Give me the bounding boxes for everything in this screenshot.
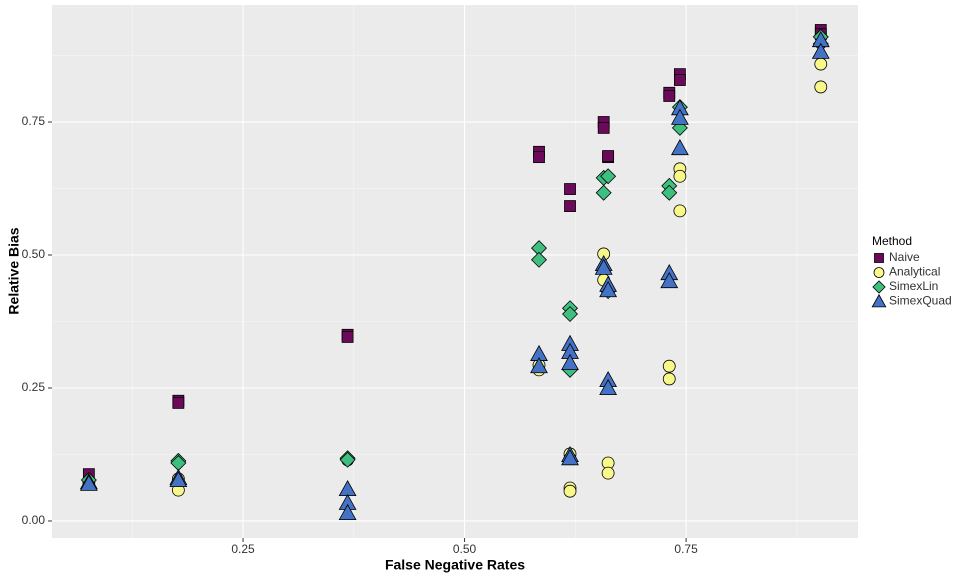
y-tick-label: 0.25: [22, 380, 46, 394]
point: [663, 90, 676, 102]
point: [561, 353, 579, 370]
point: [562, 306, 579, 323]
point: [530, 357, 548, 374]
point: [564, 183, 576, 195]
legend-label: SimexQuad: [889, 294, 952, 308]
point: [79, 474, 98, 491]
point: [172, 396, 185, 409]
marks: [79, 24, 830, 520]
point: [594, 258, 613, 275]
plot-panel: [52, 5, 858, 538]
legend-label: SimexLin: [889, 279, 938, 293]
point: [662, 372, 676, 386]
point: [531, 251, 547, 268]
legend-title: Method: [872, 234, 912, 248]
point: [563, 484, 577, 498]
point: [341, 331, 354, 343]
x-tick-label: 0.75: [674, 542, 698, 556]
y-tick-label: 0.50: [22, 247, 46, 261]
legend-key: [872, 280, 886, 294]
legend-key: [871, 293, 887, 308]
x-tick-label: 0.25: [231, 542, 255, 556]
point: [597, 121, 610, 134]
x-tick-label: 0.50: [453, 542, 477, 556]
point: [660, 272, 679, 289]
point: [339, 451, 356, 468]
point: [661, 184, 678, 201]
x-axis-title: False Negative Rates: [385, 557, 525, 573]
point: [662, 359, 676, 373]
point: [600, 168, 617, 185]
point: [602, 150, 615, 162]
point: [673, 204, 687, 218]
point: [599, 378, 618, 395]
point: [814, 80, 828, 94]
grid: [52, 5, 858, 538]
point: [561, 449, 579, 466]
y-axis-title: Relative Bias: [6, 227, 22, 314]
point: [599, 281, 618, 298]
point: [564, 200, 576, 212]
legend-key: [874, 253, 884, 263]
point: [811, 42, 830, 59]
point: [673, 169, 687, 183]
point: [814, 57, 828, 71]
point: [670, 108, 689, 125]
point: [338, 503, 357, 520]
point: [601, 466, 615, 480]
point: [595, 184, 612, 201]
point: [670, 139, 689, 156]
y-tick-label: 0.75: [22, 114, 46, 128]
point: [533, 151, 545, 164]
y-tick-label: 0.00: [22, 513, 46, 527]
point: [673, 74, 686, 86]
legend-key: [873, 267, 885, 278]
point: [169, 470, 188, 488]
legend-label: Naive: [889, 250, 920, 264]
legend-label: Analytical: [889, 265, 940, 279]
